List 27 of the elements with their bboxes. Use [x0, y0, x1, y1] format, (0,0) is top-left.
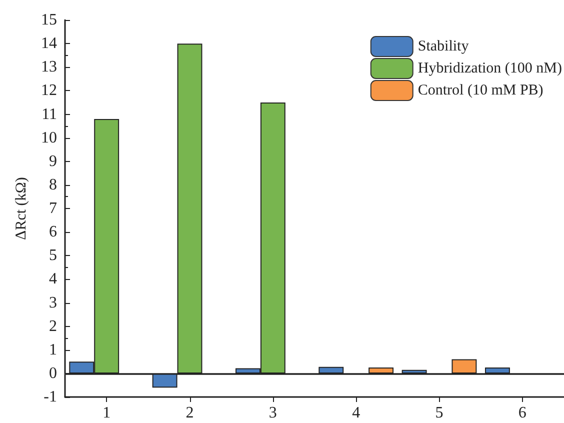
- x-tick-label: 6: [518, 404, 526, 422]
- x-tick-label: 3: [268, 404, 277, 422]
- y-tick-label: 13: [41, 58, 57, 76]
- legend-label: Stability: [418, 38, 470, 54]
- y-tick-label: 4: [49, 270, 57, 288]
- y-tick-label: 2: [49, 318, 57, 335]
- y-tick-label: 10: [41, 129, 57, 146]
- y-tick-label: 6: [49, 224, 57, 241]
- y-tick-label: 14: [41, 35, 57, 52]
- legend-label: Hybridization (100 nM): [418, 60, 562, 76]
- y-tick-label: 8: [49, 176, 57, 194]
- y-tick-label: 3: [49, 294, 57, 312]
- y-tick-label: 12: [41, 82, 57, 100]
- y-tick-label: -1: [44, 388, 57, 406]
- y-tick-label: 11: [42, 106, 57, 123]
- y-tick-label: 7: [49, 200, 57, 217]
- x-tick-label: 2: [186, 404, 194, 422]
- y-tick-label: 9: [49, 152, 57, 170]
- y-tick-label: 5: [49, 247, 57, 264]
- y-axis-title: ΔRct (kΩ): [14, 177, 30, 240]
- y-tick-label: 0: [49, 364, 57, 382]
- y-tick-label: 1: [49, 341, 57, 358]
- legend-label: Control (10 mM PB): [418, 82, 544, 98]
- x-tick-label: 1: [102, 404, 111, 422]
- x-tick-label: 5: [435, 404, 444, 422]
- x-tick-label: 4: [352, 404, 360, 422]
- y-tick-label: 15: [41, 12, 57, 28]
